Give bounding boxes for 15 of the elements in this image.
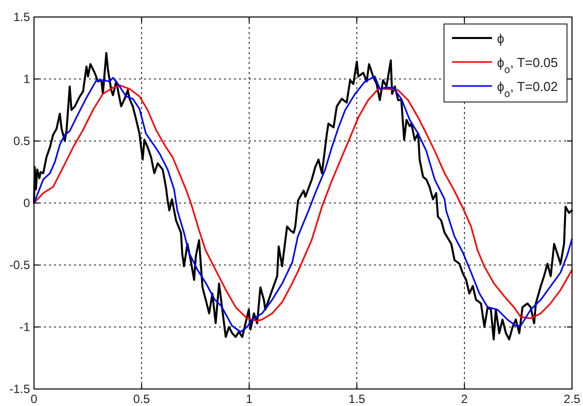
- x-tick-label: 2.5: [564, 392, 581, 406]
- y-tick-label: -0.5: [9, 258, 30, 272]
- x-tick-label: 1.5: [348, 392, 366, 406]
- x-tick-label: 2: [461, 392, 468, 406]
- legend-label: ϕ$_{o}$, T=0.05: [497, 55, 558, 76]
- y-tick-label: 1.5: [13, 10, 30, 24]
- x-tick-label: 0.5: [133, 392, 150, 406]
- legend-label: ϕ$_{o}$, T=0.02: [497, 79, 558, 100]
- y-tick-label: -1.5: [9, 382, 30, 396]
- y-tick-label: 1: [23, 72, 30, 86]
- x-tick-label: 1: [246, 392, 253, 406]
- y-tick-label: 0.5: [13, 134, 30, 148]
- legend-label: ϕ: [497, 31, 504, 46]
- y-tick-label: 0: [23, 196, 30, 210]
- y-tick-label: -1: [19, 320, 30, 334]
